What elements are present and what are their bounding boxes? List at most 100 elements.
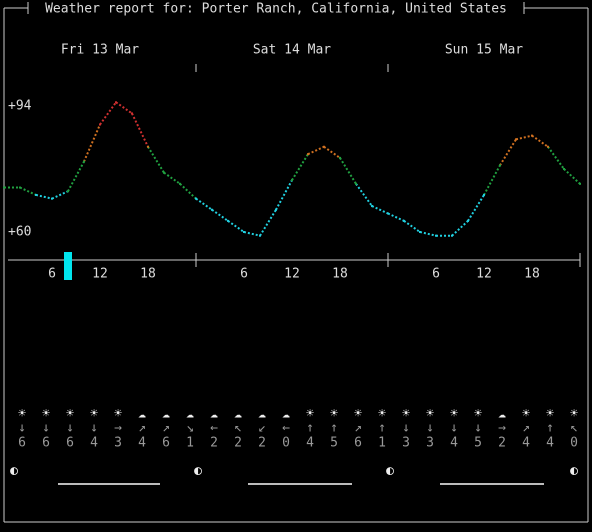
temperature-segment — [35, 193, 53, 200]
temperature-point — [211, 208, 213, 211]
weather-icon: ☀ — [546, 407, 554, 422]
wind-direction: ← — [210, 421, 218, 436]
weather-icon: ☁ — [234, 407, 242, 422]
weather-icon: ☁ — [498, 407, 506, 422]
temperature-segment — [323, 145, 341, 159]
wind-direction: ← — [282, 421, 290, 436]
temperature-point — [403, 219, 405, 222]
weather-icon: ☀ — [354, 407, 362, 422]
temperature-point — [83, 160, 85, 163]
temperature-segment — [307, 145, 325, 156]
weather-icon: ☀ — [90, 407, 98, 422]
temperature-segment — [179, 183, 197, 200]
wind-direction: ↓ — [90, 421, 98, 436]
temperature-segment — [547, 146, 565, 170]
temperature-point — [3, 186, 5, 189]
temperature-point — [291, 179, 293, 182]
wind-direction: ↓ — [66, 421, 74, 436]
weather-icon: ☀ — [402, 407, 410, 422]
wind-speed: 6 — [18, 436, 26, 451]
wind-speed: 2 — [258, 436, 266, 451]
hour-tick-label: 6 — [432, 267, 440, 282]
weather-icon: ☀ — [522, 407, 530, 422]
wind-direction: ↓ — [426, 421, 434, 436]
temperature-point — [195, 197, 197, 200]
temperature-segment — [339, 157, 357, 185]
weather-icon: ☁ — [282, 407, 290, 422]
weather-icon: ☀ — [450, 407, 458, 422]
temperature-point — [307, 153, 309, 156]
moon-phase: ◐ — [10, 464, 18, 479]
temperature-point — [451, 234, 453, 237]
temperature-point — [243, 231, 245, 233]
day-label: Sun 15 Mar — [445, 43, 523, 58]
weather-icon: ☀ — [570, 407, 578, 422]
wind-speed: 4 — [522, 436, 530, 451]
wind-speed: 1 — [186, 436, 194, 451]
wind-speed: 3 — [402, 436, 410, 451]
day-label: Sat 14 Mar — [253, 43, 331, 58]
temperature-point — [163, 171, 165, 174]
wind-direction: ↑ — [330, 421, 338, 436]
temperature-point — [259, 234, 261, 237]
temperature-segment — [515, 134, 533, 141]
hour-tick-label: 6 — [240, 267, 248, 282]
temperature-point — [547, 145, 549, 148]
wind-speed: 3 — [114, 436, 122, 451]
wind-direction: ↓ — [42, 421, 50, 436]
weather-icon: ☀ — [426, 407, 434, 422]
day-label: Fri 13 Mar — [61, 43, 139, 58]
temperature-segment — [131, 112, 149, 148]
weather-icon: ☁ — [138, 407, 146, 422]
hour-tick-label: 18 — [524, 267, 540, 282]
wind-speed: 3 — [426, 436, 434, 451]
weather-icon: ☁ — [186, 407, 194, 422]
temperature-segment — [531, 134, 549, 148]
temperature-segment — [163, 171, 181, 185]
moon-phase: ◐ — [386, 464, 394, 479]
wind-speed: 6 — [354, 436, 362, 451]
wind-direction: ↖ — [570, 421, 578, 436]
temperature-segment — [259, 209, 277, 237]
wind-speed: 5 — [474, 436, 482, 451]
current-time-marker — [64, 252, 72, 280]
wind-direction: ↖ — [234, 421, 242, 436]
temperature-point — [147, 145, 149, 148]
temperature-point — [467, 219, 469, 222]
temperature-segment — [243, 231, 261, 237]
weather-icon: ☀ — [42, 407, 50, 422]
wind-direction: ↗ — [162, 421, 170, 436]
temperature-segment — [451, 220, 469, 237]
wind-speed: 2 — [498, 436, 506, 451]
wind-direction: ↘ — [186, 421, 194, 436]
temperature-segment — [387, 212, 405, 222]
weather-icon: ☀ — [18, 407, 26, 422]
temperature-point — [115, 101, 117, 104]
temperature-segment — [291, 153, 309, 181]
wind-direction: ↗ — [354, 421, 362, 436]
wind-speed: 0 — [282, 436, 290, 451]
temperature-segment — [115, 101, 133, 115]
temperature-segment — [563, 168, 581, 185]
temperature-point — [419, 231, 421, 233]
weather-icon: ☁ — [162, 407, 170, 422]
weather-icon: ☀ — [306, 407, 314, 422]
hour-tick-label: 12 — [476, 267, 492, 282]
temperature-segment — [227, 220, 245, 233]
wind-direction: → — [114, 421, 122, 436]
weather-icon: ☀ — [114, 407, 122, 422]
hour-tick-label: 6 — [48, 267, 56, 282]
wind-speed: 1 — [378, 436, 386, 451]
weather-icon: ☁ — [258, 407, 266, 422]
wind-direction: → — [498, 421, 506, 436]
temperature-point — [579, 182, 581, 185]
temperature-segment — [403, 220, 421, 233]
wind-direction: ↓ — [402, 421, 410, 436]
temperature-segment — [483, 164, 501, 196]
wind-direction: ↗ — [522, 421, 530, 436]
temperature-segment — [67, 161, 85, 192]
temperature-segment — [211, 208, 229, 222]
wind-speed: 4 — [450, 436, 458, 451]
wind-speed: 0 — [570, 436, 578, 451]
